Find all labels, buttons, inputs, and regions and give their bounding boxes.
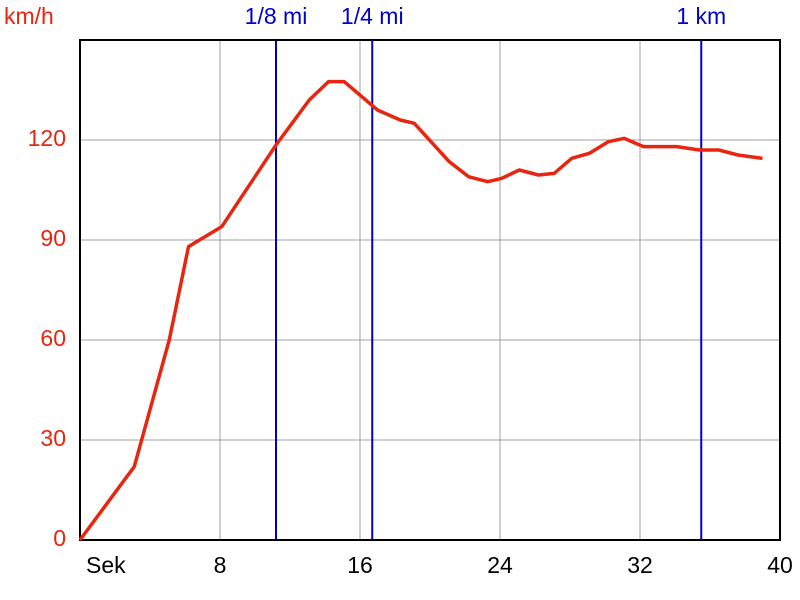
y-tick-label: 60: [40, 325, 66, 351]
x-tick-label: 24: [487, 552, 513, 578]
y-tick-label: 0: [53, 525, 66, 551]
distance-marker-label: 1/8 mi: [245, 3, 308, 29]
y-tick-label: 90: [40, 225, 66, 251]
plot-frame: [79, 39, 781, 541]
x-tick-label: Sek: [86, 552, 126, 578]
y-axis-label: km/h: [4, 3, 54, 29]
speed-line: [78, 79, 763, 542]
y-tick-label: 30: [40, 425, 66, 451]
x-tick-label: 8: [214, 552, 227, 578]
x-tick-label: 32: [627, 552, 653, 578]
distance-marker-label: 1/4 mi: [341, 3, 404, 29]
y-tick-label: 120: [28, 125, 66, 151]
x-tick-label: 40: [767, 552, 793, 578]
distance-marker-label: 1 km: [676, 3, 726, 29]
x-tick-label: 16: [347, 552, 373, 578]
